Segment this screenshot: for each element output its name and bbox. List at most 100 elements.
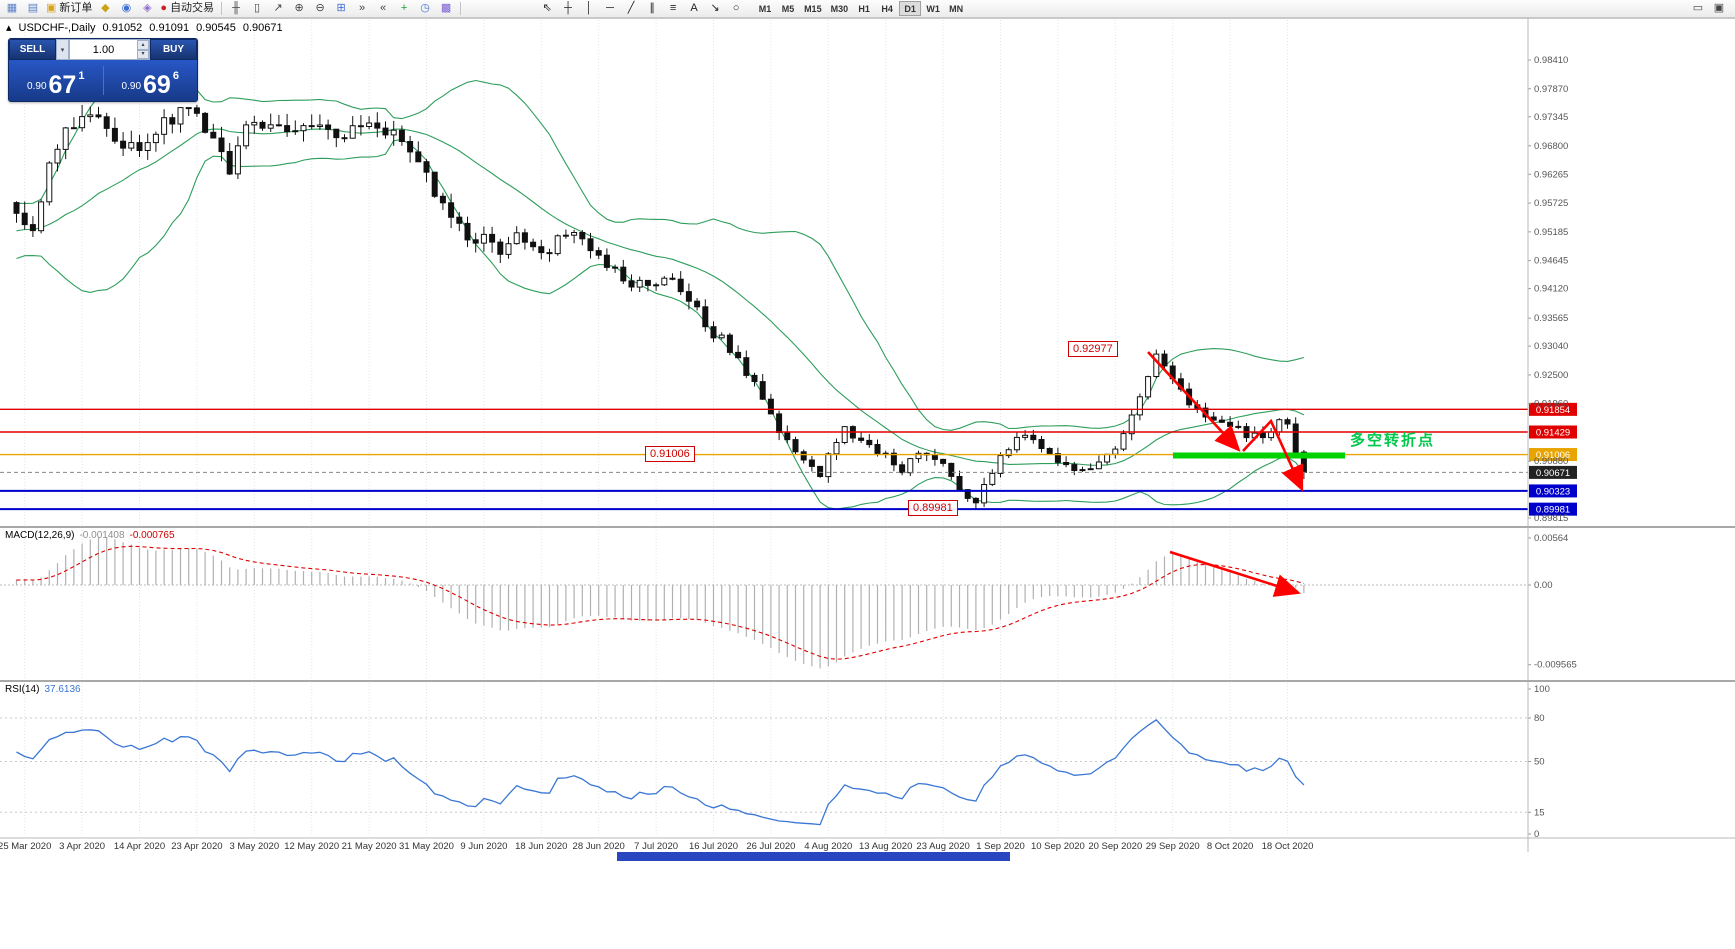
timeframe-m15[interactable]: M15 bbox=[800, 1, 826, 16]
macd-indicator-label: MACD(12,26,9) -0.001408 -0.000765 bbox=[5, 530, 175, 541]
equidistant-channel-button[interactable]: ∥ bbox=[642, 1, 662, 17]
svg-text:18 Jun 2020: 18 Jun 2020 bbox=[515, 841, 567, 852]
svg-text:0.94120: 0.94120 bbox=[1534, 284, 1568, 295]
periods-button[interactable]: ◷ bbox=[415, 1, 435, 17]
price-label-annotation-0.89981[interactable]: 0.89981 bbox=[908, 500, 958, 516]
buy-price-display[interactable]: 0.90 69 6 bbox=[104, 60, 198, 101]
zoom-in-button[interactable]: ⊕ bbox=[289, 1, 309, 17]
toolbar-group-right: ▭ ▣ bbox=[1688, 1, 1729, 17]
main-chart-layer bbox=[0, 76, 1528, 511]
new-order-icon: ▣ bbox=[46, 2, 57, 14]
arrows-button[interactable]: ↘ bbox=[705, 1, 725, 17]
svg-text:28 Jun 2020: 28 Jun 2020 bbox=[573, 841, 625, 852]
help-button[interactable]: ▣ bbox=[1709, 1, 1729, 17]
svg-text:0.92500: 0.92500 bbox=[1534, 370, 1568, 381]
timeframe-mn[interactable]: MN bbox=[945, 1, 967, 16]
svg-text:10 Sep 2020: 10 Sep 2020 bbox=[1031, 841, 1085, 852]
trend-arrow[interactable] bbox=[1242, 418, 1304, 492]
svg-text:14 Apr 2020: 14 Apr 2020 bbox=[114, 841, 165, 852]
svg-text:0.00564: 0.00564 bbox=[1534, 533, 1568, 544]
svg-text:0.90880: 0.90880 bbox=[1534, 456, 1568, 467]
svg-text:0.97870: 0.97870 bbox=[1534, 84, 1568, 95]
candlestick-chart-button[interactable]: ▯ bbox=[247, 1, 267, 17]
vertical-line-button[interactable]: │ bbox=[579, 1, 599, 17]
price-label-annotation-0.91006[interactable]: 0.91006 bbox=[645, 446, 695, 462]
trendline-button[interactable]: ╱ bbox=[621, 1, 641, 17]
tile-windows-button[interactable]: ⊞ bbox=[331, 1, 351, 17]
svg-text:9 Jun 2020: 9 Jun 2020 bbox=[460, 841, 507, 852]
volume-input[interactable] bbox=[70, 40, 137, 59]
indicators-button[interactable]: + bbox=[394, 1, 414, 17]
help-icon: ▣ bbox=[1713, 2, 1725, 14]
svg-text:80: 80 bbox=[1534, 713, 1545, 724]
zoom-out-button[interactable]: ⊖ bbox=[310, 1, 330, 17]
macd-signal-value: -0.000765 bbox=[129, 530, 175, 541]
timeframe-d1[interactable]: D1 bbox=[899, 1, 922, 16]
svg-text:0.96800: 0.96800 bbox=[1534, 141, 1568, 152]
sell-button[interactable]: SELL bbox=[9, 39, 56, 60]
trend-arrow[interactable] bbox=[1169, 550, 1301, 597]
svg-text:0.96265: 0.96265 bbox=[1534, 169, 1568, 180]
svg-text:0.91854: 0.91854 bbox=[1536, 405, 1570, 416]
text-icon: A bbox=[690, 2, 698, 14]
volume-stepper: ▴ ▾ bbox=[137, 40, 149, 59]
timeframe-group: M1 M5 M15 M30 H1 H4 D1 W1 MN bbox=[754, 1, 967, 16]
profiles-button[interactable]: ▤ bbox=[23, 1, 43, 17]
new-order-button[interactable]: ▣ 新订单 bbox=[43, 1, 95, 17]
time-axis[interactable]: 25 Mar 2020 3 Apr 2020 14 Apr 2020 23 Apr 2… bbox=[0, 841, 1313, 852]
line-chart-button[interactable]: ↗ bbox=[268, 1, 288, 17]
rsi-layer bbox=[0, 717, 1528, 826]
horizontal-scrollbar[interactable] bbox=[617, 852, 1010, 861]
toolbar-group-chart: ╫ ▯ ↗ ⊕ ⊖ ⊞ » « + ◷ ▩ bbox=[226, 1, 456, 17]
chart-shift-button[interactable]: « bbox=[373, 1, 393, 17]
new-chart-button[interactable]: ▦ bbox=[2, 1, 22, 17]
svg-text:3 Apr 2020: 3 Apr 2020 bbox=[59, 841, 105, 852]
toolbar-separator bbox=[460, 2, 462, 15]
trend-arrow[interactable] bbox=[1147, 351, 1241, 452]
trendline-icon: ╱ bbox=[627, 2, 635, 14]
bar-chart-button[interactable]: ╫ bbox=[226, 1, 246, 17]
sell-price-small: 0.90 bbox=[27, 81, 47, 92]
svg-text:0.91960: 0.91960 bbox=[1534, 399, 1568, 410]
crosshair-button[interactable]: ┼ bbox=[558, 1, 578, 17]
navigator-button[interactable]: ◈ bbox=[137, 1, 157, 17]
sell-price-big: 67 bbox=[48, 71, 77, 99]
shapes-button[interactable]: ○ bbox=[726, 1, 746, 17]
volume-decrease-button[interactable]: ▾ bbox=[137, 49, 149, 59]
window-list-button[interactable]: ▭ bbox=[1688, 1, 1708, 17]
price-scale[interactable]: 0.91854 0.91429 0.91006 0.90671 0.90323 0.899… bbox=[1528, 55, 1577, 840]
market-watch-button[interactable]: ◉ bbox=[116, 1, 136, 17]
svg-text:0.89815: 0.89815 bbox=[1534, 513, 1568, 524]
volume-increase-button[interactable]: ▴ bbox=[137, 40, 149, 50]
toolbar-group-tools: ⇖ ┼ │ ─ ╱ ∥ ≡ A ↘ ○ bbox=[537, 1, 746, 17]
one-click-trading-panel: SELL ▾ ▴ ▾ BUY 0.90 67 1 0.90 69 6 bbox=[8, 38, 198, 102]
sell-price-display[interactable]: 0.90 67 1 bbox=[9, 60, 103, 101]
toolbar: ▦ ▤ ▣ 新订单 ◆ ◉ ◈ ● 自动交易 ╫ ▯ ↗ ⊕ ⊖ ⊞» «+ ◷ ▩ ⇖ ┼ │ ─ ╱ ∥ ≡ A… bbox=[0, 0, 1735, 18]
fibonacci-button[interactable]: ≡ bbox=[663, 1, 683, 17]
svg-text:0.97345: 0.97345 bbox=[1534, 112, 1568, 123]
text-button[interactable]: A bbox=[684, 1, 704, 17]
templates-button[interactable]: ▩ bbox=[436, 1, 456, 17]
horizontal-line-icon: ─ bbox=[606, 2, 614, 14]
timeframe-w1[interactable]: W1 bbox=[922, 1, 944, 16]
metaeditor-button[interactable]: ◆ bbox=[95, 1, 115, 17]
auto-scroll-button[interactable]: » bbox=[352, 1, 372, 17]
cursor-button[interactable]: ⇖ bbox=[537, 1, 557, 17]
price-badge-0.90323 bbox=[1529, 484, 1577, 498]
buy-button[interactable]: BUY bbox=[150, 39, 197, 60]
crosshair-icon: ┼ bbox=[564, 2, 572, 14]
timeframe-m30[interactable]: M30 bbox=[827, 1, 853, 16]
timeframe-m1[interactable]: M1 bbox=[754, 1, 776, 16]
timeframe-h4[interactable]: H4 bbox=[876, 1, 898, 16]
price-badge-0.89981 bbox=[1529, 502, 1577, 516]
timeframe-h1[interactable]: H1 bbox=[853, 1, 875, 16]
price-label-annotation-0.92977[interactable]: 0.92977 bbox=[1068, 341, 1118, 357]
turning-point-note[interactable]: 多空转折点 bbox=[1350, 432, 1436, 449]
metaeditor-icon: ◆ bbox=[101, 2, 110, 14]
horizontal-line-button[interactable]: ─ bbox=[600, 1, 620, 17]
autotrading-button[interactable]: ● 自动交易 bbox=[157, 1, 217, 17]
volume-dropdown-button[interactable]: ▾ bbox=[56, 39, 69, 60]
timeframe-m5[interactable]: M5 bbox=[777, 1, 799, 16]
